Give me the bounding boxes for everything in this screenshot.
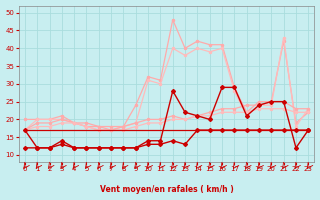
X-axis label: Vent moyen/en rafales ( km/h ): Vent moyen/en rafales ( km/h ) (100, 185, 234, 194)
